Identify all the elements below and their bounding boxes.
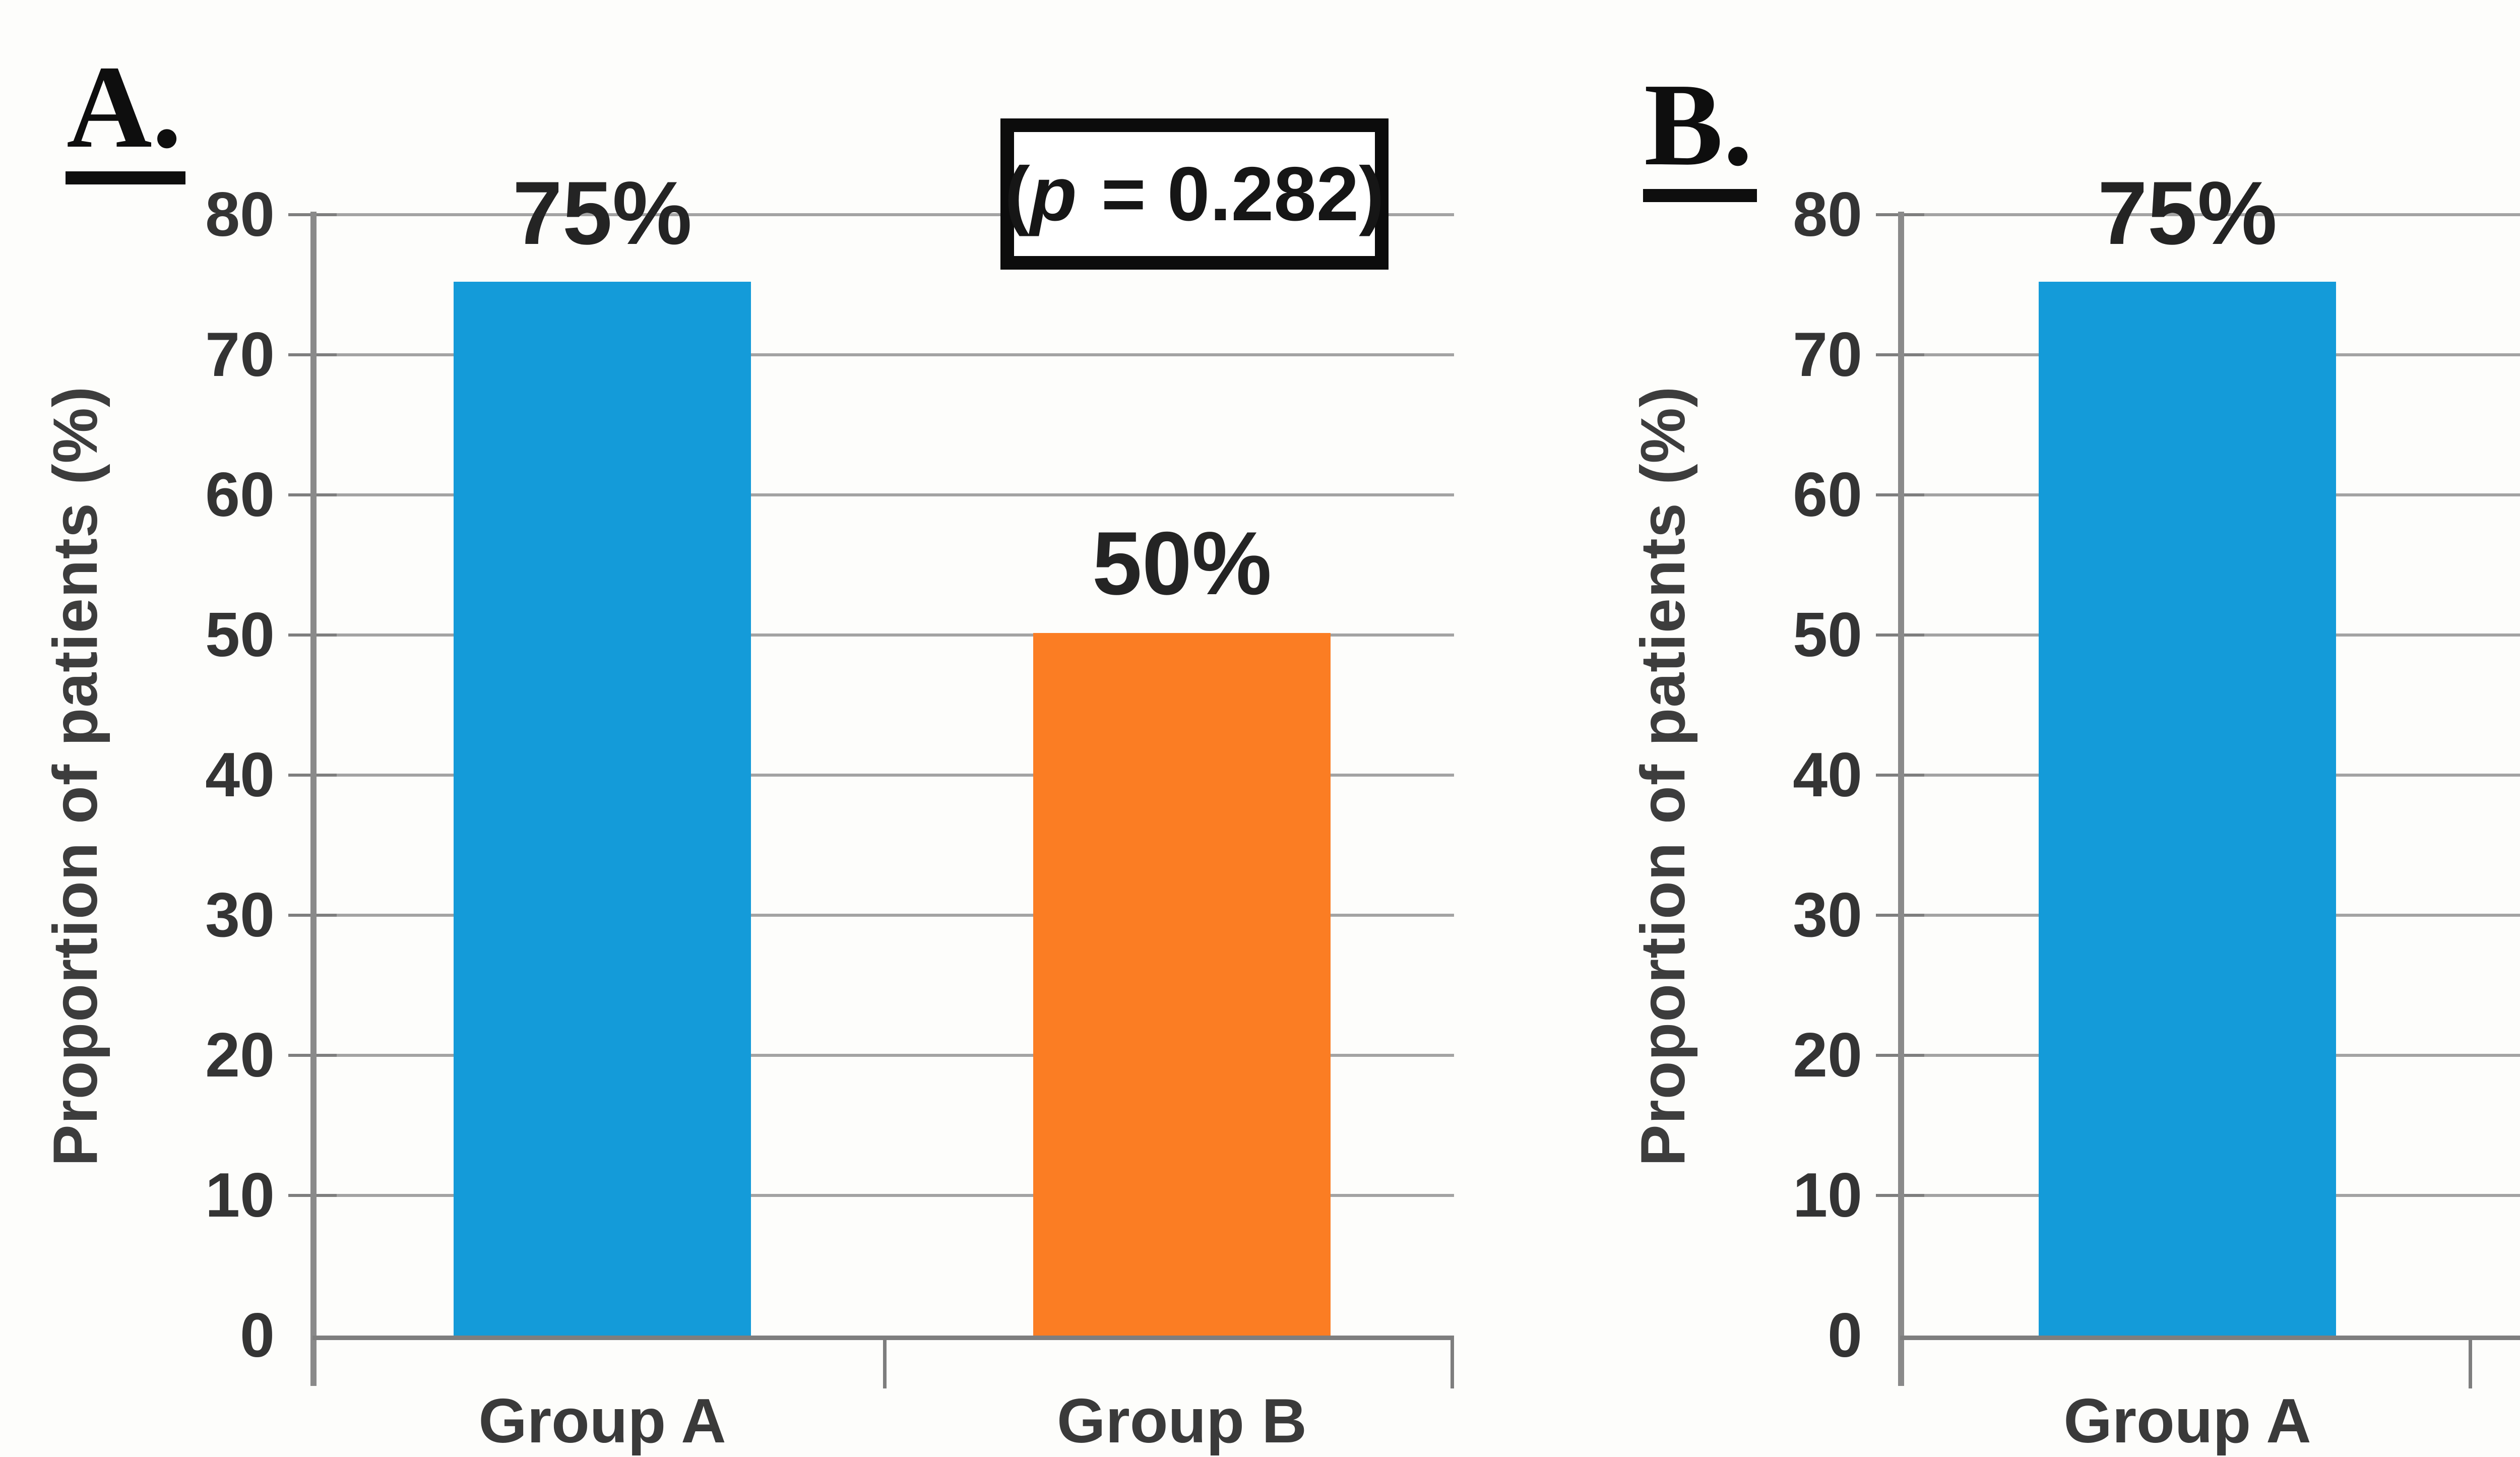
panel-letter-a: A. — [66, 48, 186, 184]
gridline-30 — [312, 914, 1454, 917]
x-axis-line — [312, 1336, 1454, 1340]
x-tick — [1451, 1338, 1454, 1388]
y-tick-label: 70 — [205, 320, 275, 390]
x-category-label: Group A — [478, 1386, 726, 1456]
bar-value-label: 75% — [2097, 163, 2278, 263]
y-tick-label: 70 — [1793, 320, 1862, 390]
y-tick-label: 40 — [1793, 740, 1862, 810]
p-value-open: ( — [1004, 151, 1030, 237]
y-tick-label: 30 — [205, 880, 275, 950]
gridline-80 — [312, 213, 1454, 216]
y-tick-label: 50 — [1793, 600, 1862, 670]
y-tick-label: 10 — [205, 1161, 275, 1230]
y-axis-line — [310, 212, 317, 1386]
y-axis-line — [1898, 212, 1904, 1386]
bar-value-label: 50% — [1092, 513, 1272, 613]
y-tick-label: 20 — [1793, 1021, 1862, 1090]
bar-value-label: 75% — [512, 163, 692, 263]
gridline-70 — [312, 353, 1454, 356]
x-tick — [2469, 1338, 2472, 1388]
p-value-rest: = 0.282) — [1080, 151, 1384, 237]
gridline-10 — [312, 1194, 1454, 1197]
y-tick-label: 30 — [1793, 880, 1862, 950]
y-tick-label: 60 — [1793, 460, 1862, 530]
gridline-50 — [312, 634, 1454, 637]
gridline-20 — [312, 1054, 1454, 1057]
x-axis-line — [1900, 1336, 2520, 1340]
x-tick — [883, 1338, 887, 1388]
y-tick-label: 0 — [1828, 1301, 1862, 1370]
gridline-40 — [312, 774, 1454, 777]
panel-letter-b: B. — [1643, 66, 1757, 202]
y-axis-title: Proportion of patients (%) — [1628, 386, 1698, 1167]
gridline-60 — [312, 493, 1454, 496]
y-tick-label: 10 — [1793, 1161, 1862, 1230]
gridline-80 — [1900, 213, 2520, 216]
y-tick-label: 80 — [1793, 180, 1862, 249]
y-tick-label: 40 — [205, 740, 275, 810]
bar-group-b — [1033, 633, 1331, 1336]
x-category-label: Group A — [2063, 1386, 2311, 1456]
p-value-box: (p = 0.282) — [1000, 118, 1389, 270]
bar-group-a — [2039, 282, 2336, 1336]
x-category-label: Group B — [1057, 1386, 1307, 1456]
y-tick-label: 80 — [205, 180, 275, 249]
p-value-var: p — [1030, 151, 1077, 237]
y-tick-label: 0 — [240, 1301, 275, 1370]
bar-group-a — [454, 282, 751, 1336]
y-tick-label: 60 — [205, 460, 275, 530]
y-tick-label: 20 — [205, 1021, 275, 1090]
y-tick-label: 50 — [205, 600, 275, 670]
